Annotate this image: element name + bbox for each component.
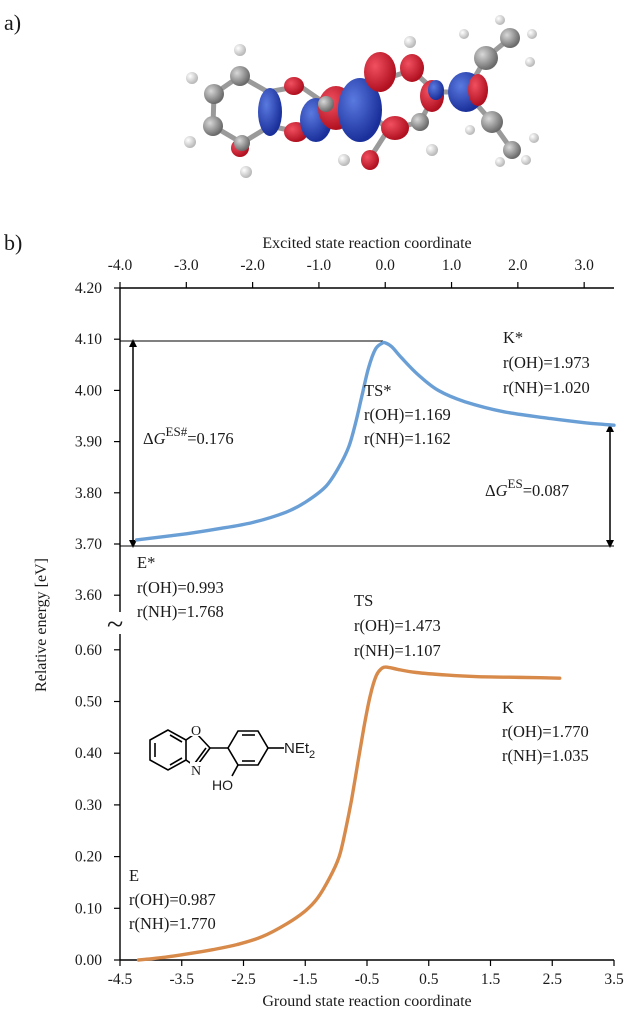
bottom-x-tick-label: -4.5 [108,971,133,988]
top-x-tick-label: 0.0 [376,257,396,274]
svg-text:TS*: TS* [364,381,392,400]
panel-a-label: a) [4,10,21,35]
chemical-structure-labels: O N NEt2 HO [190,722,315,793]
svg-text:r(NH)=1.035: r(NH)=1.035 [502,746,589,765]
bottom-x-tick-label: 1.5 [481,971,501,988]
svg-text:TS: TS [354,591,373,610]
bottom-x-axis-title: Ground state reaction coordinate [262,993,471,1010]
lower-y-tick-label: 0.40 [75,745,102,762]
bottom-x-ticks: -4.5 -3.5 -2.5 -1.5 -0.5 0.5 1.5 2.5 3.5 [108,960,624,988]
bottom-x-tick-label: 2.5 [543,971,563,988]
chemical-structure [149,729,284,777]
y-axis-title: Relative energy [eV] [33,558,50,692]
ts-star-annotation: TS* r(OH)=1.169 r(NH)=1.162 [364,381,451,448]
lower-y-tick-label: 0.20 [75,849,102,866]
svg-text:r(OH)=0.993: r(OH)=0.993 [137,578,224,597]
barrier-energy-label: ΔGES#=0.176 [143,424,234,448]
svg-text:r(OH)=1.473: r(OH)=1.473 [354,616,441,635]
axis-break-symbol: ~ [107,608,123,641]
svg-text:r(NH)=1.107: r(NH)=1.107 [354,641,441,660]
bottom-x-tick-label: 3.5 [604,971,624,988]
svg-text:E: E [129,866,139,885]
k-star-annotation: K* r(OH)=1.973 r(NH)=1.020 [503,328,590,397]
svg-text:r(NH)=1.770: r(NH)=1.770 [129,914,216,933]
upper-y-tick-label: 3.70 [75,536,102,553]
top-x-tick-label: -1.0 [307,257,332,274]
reaction-energy-label: ΔGES=0.087 [485,476,569,500]
svg-text:r(NH)=1.020: r(NH)=1.020 [503,378,590,397]
bottom-x-tick-label: -1.5 [293,971,318,988]
upper-y-tick-label: 4.10 [75,331,102,348]
svg-text:r(OH)=0.987: r(OH)=0.987 [129,890,216,909]
top-x-tick-label: 3.0 [574,257,594,274]
top-x-tick-label: 2.0 [508,257,528,274]
svg-text:N: N [191,764,201,779]
upper-y-tick-label: 4.00 [75,382,102,399]
k-annotation: K r(OH)=1.770 r(NH)=1.035 [502,698,589,765]
top-x-tick-label: -2.0 [240,257,265,274]
e-star-annotation: E* r(OH)=0.993 r(NH)=1.768 [137,553,224,621]
ts-annotation: TS r(OH)=1.473 r(NH)=1.107 [354,591,441,660]
top-x-tick-label: 1.0 [442,257,462,274]
panel-b-label: b) [4,230,22,255]
svg-text:r(OH)=1.770: r(OH)=1.770 [502,722,589,741]
energy-profile-chart: ~ -4.0 -3.0 -2.0 -1.0 0.0 1.0 2.0 3.0 -4.5 -3.5-… [33,235,624,1010]
bottom-x-tick-label: 0.5 [419,971,439,988]
top-x-tick-label: -3.0 [174,257,199,274]
svg-text:NEt2: NEt2 [284,740,315,761]
excited-state-curve [134,340,616,542]
molecular-orbital-illustration [184,15,539,178]
lower-y-tick-label: 0.30 [75,797,102,814]
lower-y-tick-label: 0.60 [75,642,102,659]
bottom-x-tick-label: -2.5 [231,971,256,988]
svg-text:K: K [502,698,514,717]
lower-y-tick-label: 0.00 [75,952,102,969]
bottom-x-tick-label: -3.5 [169,971,194,988]
top-x-axis-title: Excited state reaction coordinate [262,235,471,252]
bottom-x-tick-label: -0.5 [355,971,380,988]
lower-y-tick-label: 0.10 [75,900,102,917]
top-x-tick-label: -4.0 [108,257,133,274]
lower-y-tick-label: 0.50 [75,694,102,711]
upper-y-ticks: 3.60 3.70 3.80 3.90 4.00 4.10 4.20 [75,280,120,604]
e-annotation: E r(OH)=0.987 r(NH)=1.770 [129,866,216,933]
svg-text:r(OH)=1.169: r(OH)=1.169 [364,405,451,424]
lower-y-ticks: 0.00 0.10 0.20 0.30 0.40 0.50 0.60 [75,642,120,969]
svg-text:r(NH)=1.768: r(NH)=1.768 [137,602,224,621]
upper-y-tick-label: 3.80 [75,485,102,502]
svg-text:O: O [191,724,201,739]
top-x-ticks: -4.0 -3.0 -2.0 -1.0 0.0 1.0 2.0 3.0 [108,257,594,288]
svg-text:K*: K* [503,328,523,347]
svg-text:r(OH)=1.973: r(OH)=1.973 [503,353,590,372]
ground-state-curve [136,665,562,962]
svg-text:HO: HO [212,777,233,793]
upper-y-tick-label: 4.20 [75,280,102,297]
svg-text:E*: E* [137,553,155,572]
svg-text:r(NH)=1.162: r(NH)=1.162 [364,429,451,448]
upper-y-tick-label: 3.60 [75,587,102,604]
upper-y-tick-label: 3.90 [75,434,102,451]
